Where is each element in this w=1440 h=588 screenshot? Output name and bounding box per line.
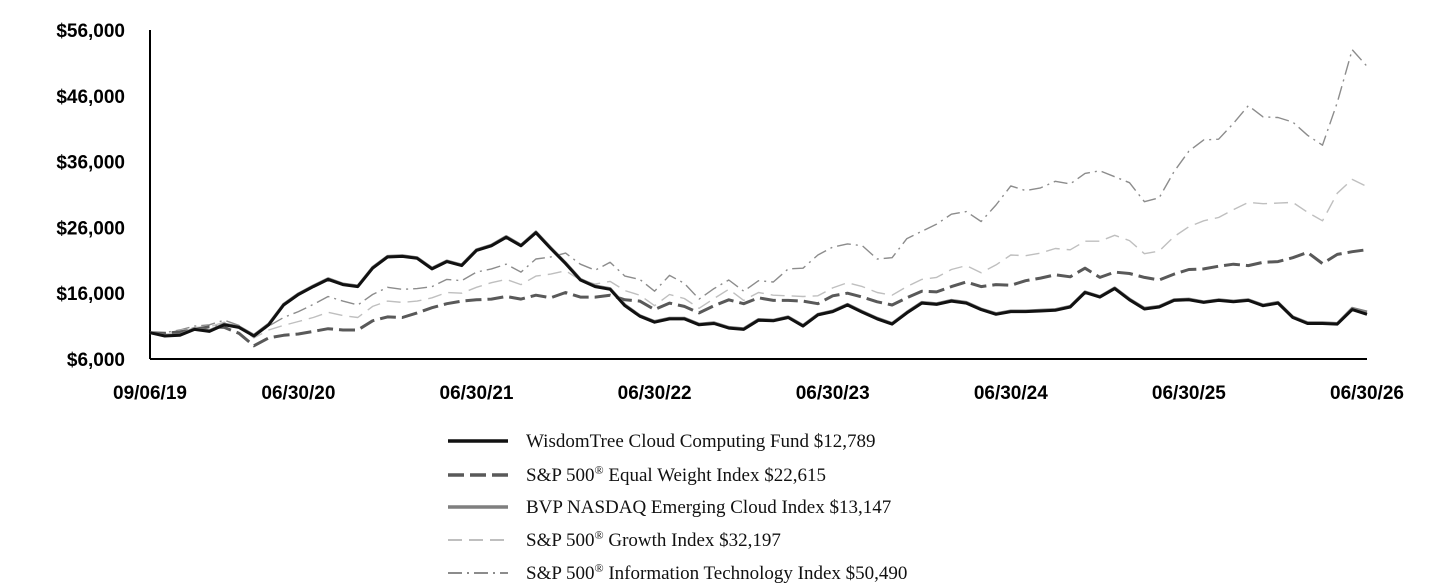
x-tick-label: 06/30/21 (440, 383, 514, 404)
y-tick-label: $56,000 (56, 21, 125, 42)
y-tick-label: $46,000 (56, 87, 125, 108)
x-tick-label: 06/30/26 (1330, 383, 1404, 404)
y-tick-label: $6,000 (67, 350, 125, 371)
x-tick-label: 06/30/20 (261, 383, 335, 404)
chart-axes (149, 30, 1367, 360)
legend-label: S&P 500® Equal Weight Index $22,615 (526, 463, 826, 486)
legend-label: S&P 500® Information Technology Index $5… (526, 561, 907, 584)
series-lines (149, 49, 1368, 348)
x-tick-label: 09/06/19 (113, 383, 187, 404)
x-tick-label: 06/30/23 (796, 383, 870, 404)
legend-label: S&P 500® Growth Index $32,197 (526, 528, 781, 551)
series-line (149, 248, 1368, 348)
series-line (149, 231, 1368, 338)
legend: WisdomTree Cloud Computing Fund $12,789 S… (448, 431, 907, 584)
legend-label: WisdomTree Cloud Computing Fund $12,789 (526, 431, 876, 452)
series-line (149, 178, 1368, 339)
y-tick-label: $36,000 (56, 153, 125, 174)
series-line (150, 49, 1368, 338)
x-tick-label: 06/30/22 (618, 383, 692, 404)
x-tick-label: 06/30/24 (974, 383, 1048, 404)
x-tick-label: 06/30/25 (1152, 383, 1226, 404)
x-axis-ticks: 09/06/19 06/30/20 06/30/21 06/30/22 06/30/23… (113, 383, 1404, 404)
legend-label: BVP NASDAQ Emerging Cloud Index $13,147 (526, 497, 891, 518)
y-tick-label: $16,000 (56, 284, 125, 305)
y-tick-label: $26,000 (56, 218, 125, 239)
y-axis-ticks: $6,000 $16,000 $26,000 $36,000 $46,000 $56,00… (56, 21, 125, 371)
